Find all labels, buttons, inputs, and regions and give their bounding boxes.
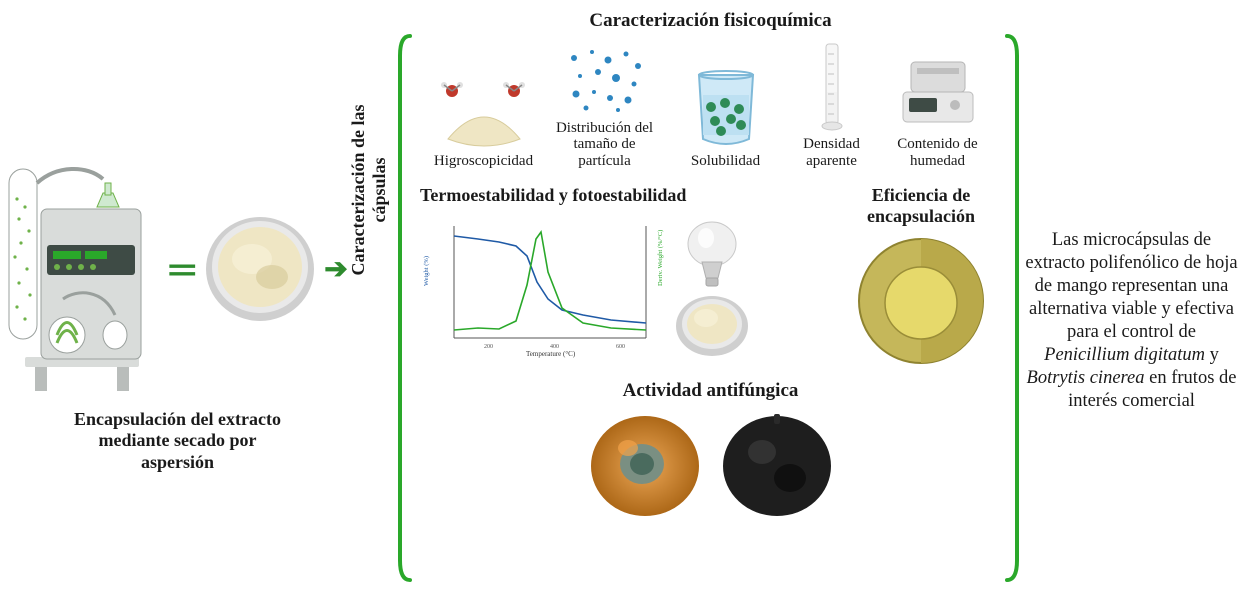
arrow-right-icon: ➔: [324, 252, 347, 286]
thermo-graphics: Weight (%) Deriv. Weight (%/°C) Temperat…: [420, 212, 833, 362]
physico-section: Caracterización fisicoquímica: [420, 10, 1001, 173]
particle-size-label: Distribución del tamaño de partícula: [550, 120, 660, 170]
hygroscopicity-label: Higroscopicidad: [434, 153, 533, 170]
middle-row2: Termoestabilidad y fotoestabilidad Weigh…: [420, 185, 1001, 374]
diagram-stage: ＝ ➔ Encapsulación del extracto mediante …: [0, 0, 1247, 612]
physico-icon-row: Higroscopicidad Distribu: [420, 40, 1001, 173]
powder-dish-icon: [204, 213, 316, 325]
moisture-item: Contenido de humedad: [883, 52, 993, 169]
photostability-icons: [674, 216, 750, 358]
powder-dish-small-icon: [674, 292, 750, 358]
particle-size-item: Distribución del tamaño de partícula: [550, 44, 660, 170]
tga-plot: Weight (%) Deriv. Weight (%/°C) Temperat…: [420, 212, 668, 362]
particle-size-icon: [564, 44, 646, 116]
moisture-analyzer-icon: [895, 52, 981, 132]
bracket-right-icon: [1005, 32, 1019, 584]
left-column: ＝ ➔ Encapsulación del extracto mediante …: [10, 139, 345, 474]
efficiency-section: Eficiencia de encapsulación: [841, 185, 1001, 374]
fruits-row: [586, 408, 836, 520]
hygroscopicity-icon: [438, 77, 530, 149]
left-row: ＝ ➔: [7, 139, 347, 399]
bracket-left-icon: [398, 32, 412, 584]
bulk-density-icon: [819, 40, 845, 132]
middle-column: Caracterización fisicoquímica: [420, 10, 1001, 602]
spray-dryer-icon: [7, 139, 157, 399]
conclusion-italic2: Botrytis cinerea: [1027, 368, 1145, 388]
thermo-title: Termoestabilidad y fotoestabilidad: [420, 185, 833, 206]
left-caption: Encapsulación del extracto mediante seca…: [73, 409, 283, 474]
moldy-orange-icon: [586, 408, 704, 520]
solubility-label: Solubilidad: [691, 153, 760, 170]
svg-text:200: 200: [484, 344, 493, 350]
thermo-section: Termoestabilidad y fotoestabilidad Weigh…: [420, 185, 833, 362]
svg-text:600: 600: [616, 344, 625, 350]
conclusion-italic1: Penicillium digitatum: [1044, 345, 1205, 365]
conclusion-text: Las microcápsulas de extracto polifenóli…: [1024, 229, 1239, 414]
physico-title: Caracterización fisicoquímica: [420, 10, 1001, 32]
svg-text:400: 400: [550, 344, 559, 350]
conclusion-mid: y: [1210, 345, 1219, 365]
light-bulb-icon: [680, 216, 744, 290]
tga-xlabel: Temperature (°C): [526, 350, 576, 358]
microcapsule-icon: [853, 233, 989, 369]
hygroscopicity-item: Higroscopicidad: [429, 77, 539, 170]
antifungal-section: Actividad antifúngica: [420, 380, 1001, 520]
bulk-density-item: Densidad aparente: [792, 40, 872, 169]
tga-yright-label: Deriv. Weight (%/°C): [657, 230, 664, 286]
solubility-icon: [687, 65, 765, 149]
antifungal-title: Actividad antifúngica: [623, 380, 799, 402]
efficiency-title: Eficiencia de encapsulación: [841, 185, 1001, 227]
equals-sign: ＝: [165, 244, 196, 293]
tga-yleft-label: Weight (%): [423, 256, 430, 286]
bulk-density-label: Densidad aparente: [792, 136, 872, 169]
right-column: Las microcápsulas de extracto polifenóli…: [1024, 70, 1239, 572]
moisture-label: Contenido de humedad: [883, 136, 993, 169]
rotten-fruit-icon: [718, 408, 836, 520]
vertical-section-label: Caracterización de las cápsulas: [348, 80, 390, 300]
conclusion-part1: Las microcápsulas de extracto polifenóli…: [1025, 230, 1237, 343]
solubility-item: Solubilidad: [671, 65, 781, 170]
